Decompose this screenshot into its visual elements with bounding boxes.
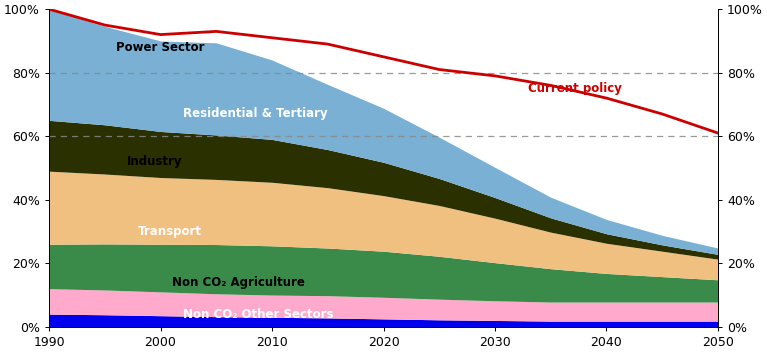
Text: Non CO₂ Agriculture: Non CO₂ Agriculture	[172, 276, 304, 289]
Text: Industry: Industry	[127, 155, 183, 168]
Text: Residential & Tertiary: Residential & Tertiary	[183, 107, 328, 120]
Text: Transport: Transport	[138, 225, 202, 238]
Text: Current policy: Current policy	[528, 82, 622, 95]
Text: Non CO₂ Other Sectors: Non CO₂ Other Sectors	[183, 307, 334, 321]
Text: Power Sector: Power Sector	[116, 41, 205, 54]
